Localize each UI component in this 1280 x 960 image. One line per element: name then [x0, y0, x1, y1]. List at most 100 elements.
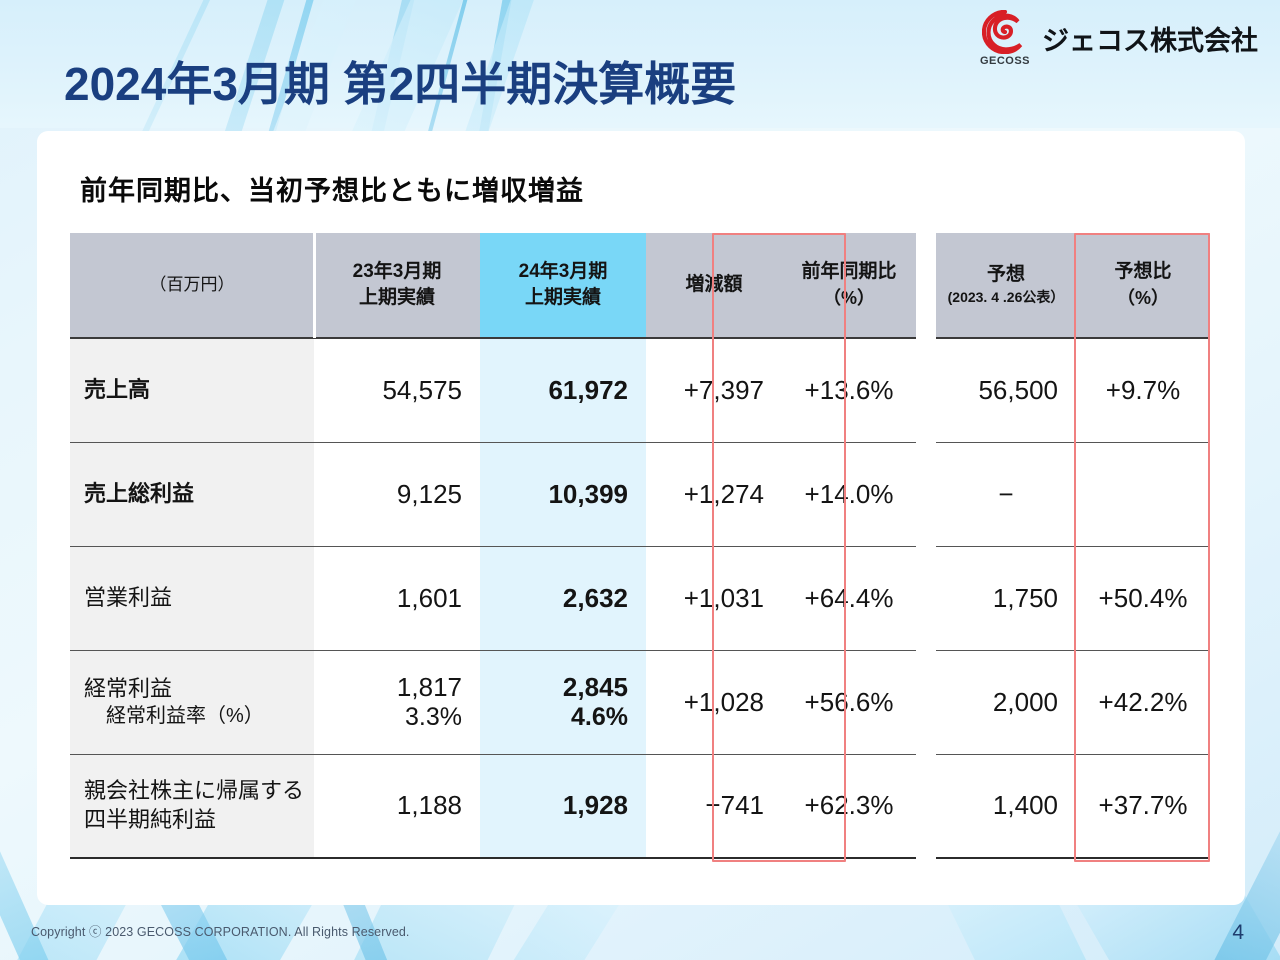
gecoss-swirl-icon	[982, 10, 1023, 54]
main-results-table: （百万円） 23年3月期 上期実績 24年3月期 上期実績 増減額	[70, 233, 916, 859]
cell-current-value: 10,399	[548, 478, 628, 509]
cell-change: +1,028	[646, 650, 782, 755]
table-row: 親会社株主に帰属する 四半期純利益 1,188 1,928 +741 +62.3…	[70, 754, 916, 859]
copyright-notice: Copyright ⓒ 2023 GECOSS CORPORATION. All…	[31, 925, 410, 939]
table-row: 1,400 +37.7%	[936, 754, 1210, 859]
forecast-header-row: 予想 (2023. 4 .26公表） 予想比 （%）	[936, 233, 1210, 339]
header-unit: （百万円）	[70, 233, 314, 339]
cell-change: +1,274	[646, 442, 782, 547]
table-row: 2,000 +42.2%	[936, 650, 1210, 755]
cell-change: +1,031	[646, 546, 782, 651]
row-label-line2: 経常利益率（%）	[106, 705, 264, 728]
gecoss-wordmark: GECOSS	[979, 55, 1031, 67]
cell-prev-value: 1,188	[396, 790, 462, 821]
cell-prev: 1,817 3.3%	[314, 650, 480, 755]
cell-prev-value: 9,125	[396, 478, 462, 509]
header-forecast-line2: (2023. 4 .26公表）	[947, 289, 1065, 306]
cell-change: +741	[646, 754, 782, 859]
cell-current-value: 2,845	[562, 672, 628, 702]
cell-current: 10,399	[480, 442, 646, 547]
table-row: 1,750 +50.4%	[936, 546, 1210, 651]
row-label: 営業利益	[70, 546, 314, 651]
table-header-row: （百万円） 23年3月期 上期実績 24年3月期 上期実績 増減額	[70, 233, 916, 339]
table-row: 売上総利益 9,125 10,399 +1,274 +14.0%	[70, 442, 916, 547]
cell-forecast: −	[936, 442, 1076, 547]
table-row: 営業利益 1,601 2,632 +1,031 +64.4%	[70, 546, 916, 651]
company-logo: GECOSS ジェコス株式会社	[978, 10, 1258, 67]
row-label-line1: 営業利益	[84, 584, 173, 610]
header-prev-line1: 23年3月期	[352, 260, 442, 282]
cell-forecast: 1,750	[936, 546, 1076, 651]
header-yoy-line2: （%）	[822, 287, 875, 308]
forecast-table-wrapper: 予想 (2023. 4 .26公表） 予想比 （%） 56,500	[936, 233, 1210, 862]
row-label-line1: 売上総利益	[84, 480, 195, 506]
cell-prev-value: 1,601	[396, 582, 462, 613]
section-subtitle: 前年同期比、当初予想比ともに増収増益	[80, 176, 584, 206]
row-label-line1: 売上高	[84, 376, 151, 402]
header-current-period: 24年3月期 上期実績	[480, 233, 646, 339]
row-label: 売上高	[70, 338, 314, 443]
header-forecast-ratio: 予想比 （%）	[1076, 233, 1210, 339]
page-number: 4	[1232, 921, 1244, 944]
header-forecast-ratio-line2: （%）	[1116, 287, 1169, 308]
cell-prev: 1,601	[314, 546, 480, 651]
cell-prev: 1,188	[314, 754, 480, 859]
row-label: 売上総利益	[70, 442, 314, 547]
cell-current: 61,972	[480, 338, 646, 443]
row-label-line1: 経常利益	[84, 675, 173, 701]
row-label-line2: 四半期純利益	[84, 806, 217, 832]
table-row: 売上高 54,575 61,972 +7,397 +13.6%	[70, 338, 916, 443]
header-prev-line2: 上期実績	[358, 287, 435, 308]
cell-current-value: 1,928	[562, 790, 628, 821]
cell-forecast-ratio: +42.2%	[1076, 650, 1210, 755]
cell-yoy: +14.0%	[782, 442, 916, 547]
table-row: 経常利益 経常利益率（%） 1,817 3.3% 2,845 4.6%	[70, 650, 916, 755]
cell-current-value: 61,972	[548, 374, 628, 405]
cell-forecast: 1,400	[936, 754, 1076, 859]
table-row: −	[936, 442, 1210, 547]
cell-current: 1,928	[480, 754, 646, 859]
row-label: 親会社株主に帰属する 四半期純利益	[70, 754, 314, 859]
page-title: 2024年3月期 第2四半期決算概要	[64, 58, 737, 110]
cell-yoy: +62.3%	[782, 754, 916, 859]
content-card: 前年同期比、当初予想比ともに増収増益 （百万円） 23年3月期 上期実績	[37, 131, 1245, 905]
cell-current-subvalue: 4.6%	[571, 703, 628, 731]
company-name-label: ジェコス株式会社	[1042, 26, 1258, 56]
financial-summary-table-area: （百万円） 23年3月期 上期実績 24年3月期 上期実績 増減額	[70, 233, 1210, 865]
row-label: 経常利益 経常利益率（%）	[70, 650, 314, 755]
cell-prev: 54,575	[314, 338, 480, 443]
cell-yoy: +13.6%	[782, 338, 916, 443]
forecast-table: 予想 (2023. 4 .26公表） 予想比 （%） 56,500	[936, 233, 1210, 859]
header-curr-line1: 24年3月期	[518, 260, 608, 282]
main-results-table-wrapper: （百万円） 23年3月期 上期実績 24年3月期 上期実績 増減額	[70, 233, 916, 862]
cell-forecast-ratio	[1076, 442, 1210, 547]
cell-forecast-ratio: +9.7%	[1076, 338, 1210, 443]
forecast-table-body: 56,500 +9.7% − 1,750 +50.4% 2,000	[936, 338, 1210, 859]
cell-prev-value: 54,575	[382, 374, 462, 405]
header-background-band	[0, 0, 1280, 128]
header-curr-line2: 上期実績	[524, 287, 601, 308]
header-forecast-line1: 予想	[986, 263, 1025, 285]
table-row: 56,500 +9.7%	[936, 338, 1210, 443]
gecoss-logo-mark: GECOSS	[978, 10, 1032, 67]
cell-forecast: 56,500	[936, 338, 1076, 443]
header-yoy-ratio: 前年同期比 （%）	[782, 233, 916, 339]
cell-forecast-ratio: +50.4%	[1076, 546, 1210, 651]
cell-yoy: +56.6%	[782, 650, 916, 755]
row-label-line1: 親会社株主に帰属する	[84, 778, 305, 804]
cell-yoy: +64.4%	[782, 546, 916, 651]
cell-current-value: 2,632	[562, 582, 628, 613]
header-forecast: 予想 (2023. 4 .26公表）	[936, 233, 1076, 339]
main-table-body: 売上高 54,575 61,972 +7,397 +13.6%	[70, 338, 916, 859]
cell-forecast: 2,000	[936, 650, 1076, 755]
header-prev-period: 23年3月期 上期実績	[314, 233, 480, 339]
cell-change: +7,397	[646, 338, 782, 443]
header-change-amount: 増減額	[646, 233, 782, 339]
cell-forecast-ratio: +37.7%	[1076, 754, 1210, 859]
cell-prev: 9,125	[314, 442, 480, 547]
cell-prev-subvalue: 3.3%	[405, 703, 462, 731]
cell-current: 2,845 4.6%	[480, 650, 646, 755]
header-forecast-ratio-line1: 予想比	[1114, 261, 1172, 283]
cell-prev-value: 1,817	[396, 672, 462, 702]
